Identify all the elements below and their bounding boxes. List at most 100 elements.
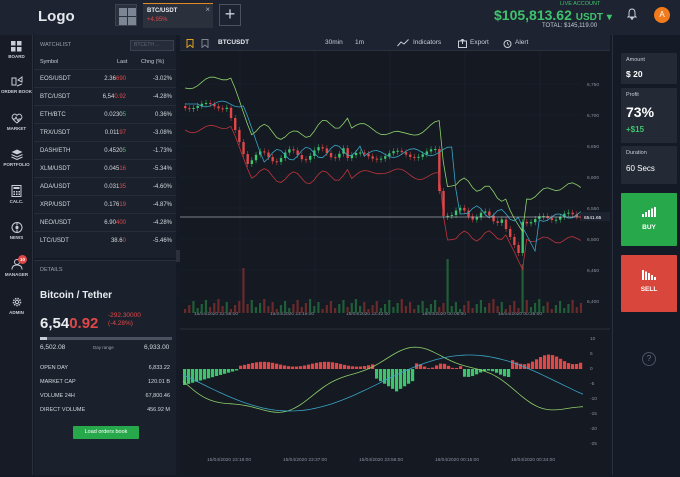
help-icon[interactable]: ?	[642, 352, 656, 366]
account-balance[interactable]: $105,813.62 USDT ▾	[494, 7, 612, 23]
candle	[217, 106, 220, 109]
interval-1m-button[interactable]: 1m	[355, 39, 365, 46]
watchlist-row[interactable]: NEO/USDT 6.90400 -4.28%	[34, 213, 176, 231]
sidebar-item-admin[interactable]: ADMIN	[0, 296, 33, 315]
histogram-bar	[287, 366, 291, 369]
load-orders-book-button[interactable]: Load orders book	[73, 426, 139, 439]
grid-icon	[119, 8, 127, 16]
time-axis-label: 15/04/2020 23:42:00	[346, 311, 390, 317]
watchlist-row[interactable]: TRX/USDT 0.01197 -3.08%	[34, 123, 176, 141]
watchlist-title: WATCHLIST	[40, 42, 72, 48]
interval-30min-button[interactable]: 30min	[325, 39, 343, 46]
volume-bar	[184, 309, 187, 313]
time-axis-label: 16/04/2020 00:05:00	[422, 311, 466, 317]
row-last: 6.90400	[104, 220, 126, 226]
watchlist-row[interactable]: EOS/USDT 2.36690 -3.02%	[34, 69, 176, 87]
amount-value[interactable]: $ 20	[626, 69, 643, 79]
histogram-bar	[227, 369, 231, 373]
sidebar-item-board[interactable]: BOARD	[0, 41, 33, 59]
histogram-bar	[443, 363, 447, 369]
alert-button[interactable]: Alert	[515, 39, 529, 46]
candle	[417, 156, 420, 158]
sidebar-item-portfolio[interactable]: PORTFOLIO	[0, 149, 33, 167]
bookmark-icon[interactable]	[186, 39, 194, 48]
watchlist-row[interactable]: ETH/BTC 0.02305 0.36%	[34, 105, 176, 123]
histogram-bar	[275, 363, 279, 369]
export-button[interactable]: Export	[470, 39, 489, 46]
histogram-bar	[487, 369, 491, 371]
calculator-icon	[11, 185, 22, 197]
pair-tab-btc-usdt[interactable]: BTC/USDT +4.95% ×	[143, 3, 213, 28]
close-icon[interactable]: ×	[205, 5, 210, 14]
oscillator-axis-label: 5	[590, 351, 593, 357]
histogram-bar	[527, 363, 531, 369]
bell-icon[interactable]	[626, 8, 638, 20]
duration-value[interactable]: 60 Secs	[626, 164, 655, 173]
histogram-bar	[187, 369, 191, 384]
candle	[254, 154, 258, 161]
chart-area[interactable]: 6,750 6,700 6,650 6,600 6,550 6,500 6,450 6,400…	[180, 51, 616, 475]
column-header-last[interactable]: Last	[117, 59, 128, 65]
price-axis-label: 6,450	[587, 268, 599, 274]
sidebar-item-label: CALC.	[9, 199, 24, 204]
bookmark-outline-icon[interactable]	[201, 39, 209, 48]
collapse-panel-handle[interactable]	[176, 250, 180, 262]
candle	[446, 215, 449, 217]
oscillator-axis-label: 10	[590, 336, 596, 342]
candle	[479, 212, 483, 218]
candle	[559, 216, 562, 220]
candle	[496, 221, 499, 223]
watchlist-row[interactable]: LTC/USDT 38.60 -5.46%	[34, 231, 176, 249]
asset-change: -292.30000 (-4.28%)	[108, 312, 141, 328]
candle	[246, 154, 249, 164]
chart-symbol[interactable]: BTCUSDT	[218, 39, 250, 46]
sidebar-item-calc[interactable]: CALC.	[0, 185, 33, 204]
watchlist-row[interactable]: DASH/ETH 0.45205 -1.73%	[34, 141, 176, 159]
watchlist-row[interactable]: ADA/USDT 0.03135 -4.60%	[34, 177, 176, 195]
candle	[542, 216, 545, 218]
volume-bar	[192, 301, 195, 313]
sell-label: SELL	[640, 286, 658, 293]
avatar[interactable]: A	[654, 7, 670, 23]
volume-bar	[325, 305, 328, 313]
watchlist-row[interactable]: XRP/USDT 0.17619 -4.87%	[34, 195, 176, 213]
volume-bar	[334, 308, 337, 313]
volume-bar	[571, 300, 574, 313]
watchlist-search-input[interactable]: BTCETH ...	[130, 40, 174, 51]
candle	[459, 207, 462, 211]
sidebar-item-news[interactable]: NEWS	[0, 222, 33, 240]
market-icon	[11, 113, 22, 124]
volume-bar	[454, 302, 458, 313]
column-header-change[interactable]: Chng (%)	[141, 59, 165, 65]
candle	[425, 151, 429, 155]
sidebar-item-order-book[interactable]: ORDER BOOK	[0, 76, 33, 94]
histogram-bar	[319, 362, 323, 369]
volume-bar	[404, 306, 408, 313]
candle	[513, 237, 516, 245]
asset-change-abs: -292.30000	[108, 312, 141, 319]
sidebar-item-manager[interactable]: MANAGER 10	[0, 255, 33, 277]
volume-bar	[488, 303, 491, 313]
add-tab-button[interactable]: +	[219, 4, 241, 26]
histogram-bar	[511, 360, 515, 369]
watchlist-row[interactable]: XLM/USDT 0.04516 -5.34%	[34, 159, 176, 177]
candle	[467, 210, 470, 217]
indicators-button[interactable]: Indicators	[413, 39, 442, 46]
column-header-symbol[interactable]: Symbol	[40, 59, 59, 65]
upper-band	[184, 76, 582, 233]
volume-bar	[350, 303, 353, 313]
sell-button[interactable]: SELL	[621, 255, 677, 312]
amount-box[interactable]: Amount $ 20	[621, 53, 677, 84]
candle	[475, 217, 479, 220]
volume-bar	[388, 300, 391, 313]
row-symbol: NEO/USDT	[40, 220, 72, 226]
duration-box[interactable]: Duration 60 Secs	[621, 146, 677, 184]
watchlist-row[interactable]: BTC/USDT 6,540.92 -4.28%	[34, 87, 176, 105]
price-chart[interactable]: 6,750 6,700 6,650 6,600 6,550 6,500 6,450 6,400…	[180, 51, 616, 475]
buy-button[interactable]: BUY	[621, 193, 677, 246]
volume-bar	[363, 302, 366, 313]
layout-grid-button[interactable]	[115, 4, 137, 26]
volume-bar	[250, 300, 253, 313]
sidebar-item-market[interactable]: MARKET	[0, 113, 33, 131]
order-book-icon	[11, 76, 22, 87]
